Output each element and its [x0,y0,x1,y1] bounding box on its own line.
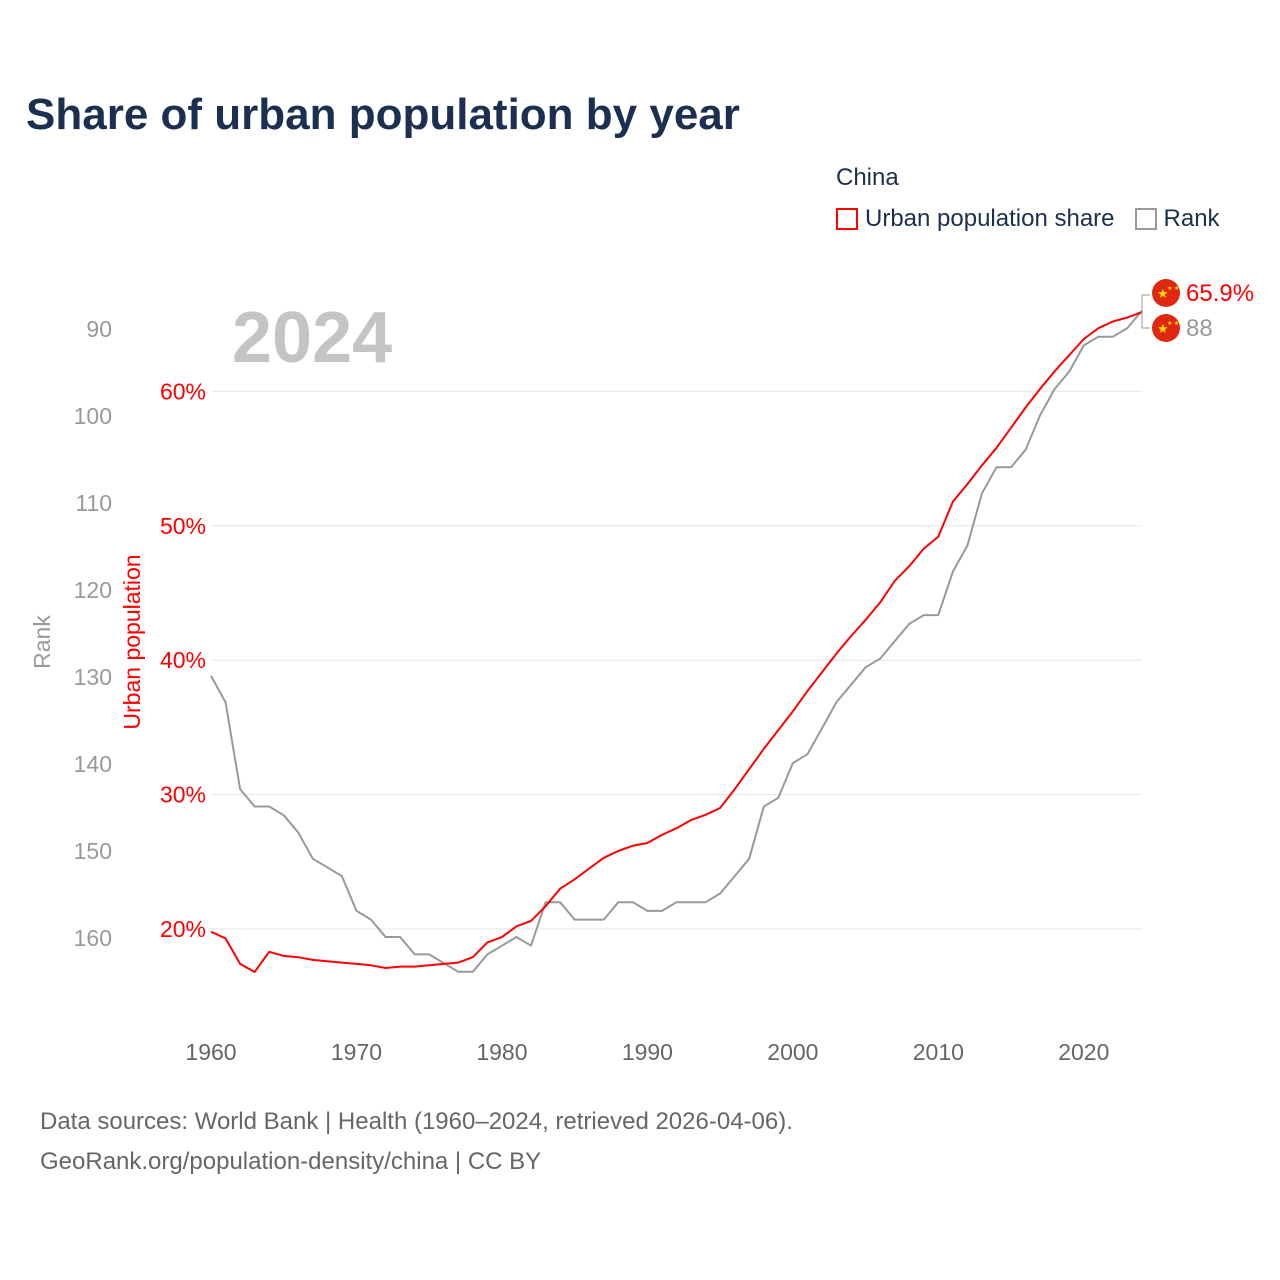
legend-swatch-red [836,208,858,230]
x-tick-label: 2010 [913,1039,964,1065]
source-line-1: Data sources: World Bank | Health (1960–… [40,1108,793,1135]
legend-item-urban-share[interactable]: Urban population share [836,205,1115,233]
x-tick-label: 1970 [331,1039,382,1065]
end-connector [1141,294,1150,329]
chart-title: Share of urban population by year [26,90,740,139]
legend-item-rank[interactable]: Rank [1134,205,1220,233]
y-tick-label-right: 130 [74,664,112,690]
y-tick-label-right: 120 [74,577,112,603]
y-tick-label-right: 150 [74,838,112,864]
x-tick-label: 2020 [1058,1039,1109,1065]
y-tick-label-right: 100 [74,403,112,429]
legend-label: Urban population share [865,205,1115,232]
svg-text:★: ★ [1157,286,1169,301]
svg-text:★: ★ [1157,321,1169,336]
y-axis-label-right: Rank [29,615,55,669]
end-label-share: 65.9% [1186,280,1254,307]
x-tick-label: 1960 [185,1039,236,1065]
y-tick-label-left: 60% [160,378,206,404]
y-tick-label-left: 40% [160,647,206,673]
legend: Urban population share Rank [836,205,1220,233]
svg-text:★ ★: ★ ★ [1167,320,1179,327]
y-tick-label-right: 110 [75,490,112,516]
legend-swatch-gray [1134,208,1157,230]
source-line-2[interactable]: GeoRank.org/population-density/china | C… [40,1148,542,1175]
legend-label: Rank [1163,205,1220,232]
x-tick-label: 1990 [622,1039,673,1065]
legend-title: China [836,164,899,191]
urban-share-line [210,311,1143,973]
china-flag-icon: ★★ ★ [1152,279,1180,307]
svg-text:★ ★: ★ ★ [1167,285,1179,292]
y-tick-label-left: 50% [160,513,206,539]
y-tick-label-right: 90 [86,316,112,342]
rank-line [210,309,1143,973]
year-watermark: 2024 [232,298,392,378]
y-tick-label-right: 140 [74,751,112,777]
end-label-rank: 88 [1186,315,1213,342]
x-tick-label: 1980 [476,1039,527,1065]
china-flag-icon: ★★ ★ [1152,314,1180,342]
y-axis-label-left: Urban population [119,554,145,729]
x-tick-label: 2000 [767,1039,818,1065]
y-tick-label-right: 160 [74,925,112,951]
y-tick-label-left: 20% [160,916,206,942]
y-tick-label-left: 30% [160,782,206,808]
